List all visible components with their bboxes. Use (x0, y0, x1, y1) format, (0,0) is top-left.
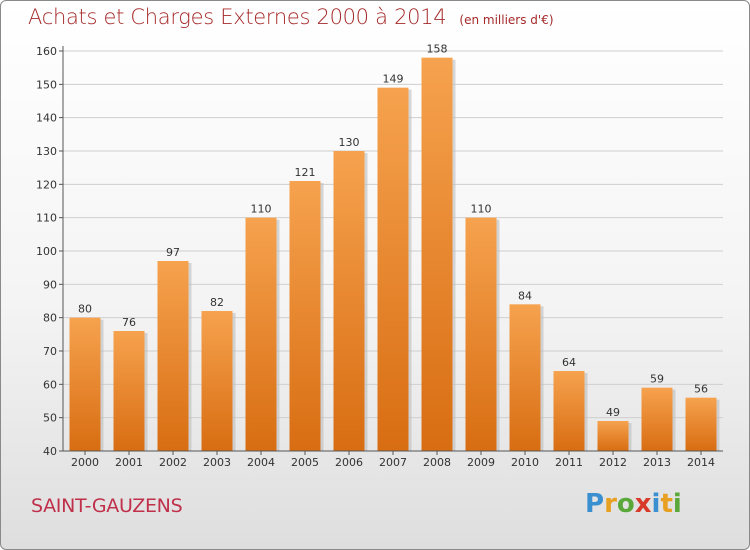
data-label: 110 (251, 203, 272, 216)
commune-name: SAINT-GAUZENS (31, 495, 183, 517)
x-tick-label: 2005 (291, 456, 319, 469)
x-tick-label: 2000 (71, 456, 99, 469)
data-label: 84 (518, 289, 532, 302)
bar (245, 217, 277, 451)
x-tick-label: 2013 (643, 456, 671, 469)
x-tick-label: 2002 (159, 456, 187, 469)
bar (465, 217, 497, 451)
data-label: 130 (339, 136, 360, 149)
logo-letter: i (651, 489, 661, 519)
y-tick-label: 160 (36, 45, 57, 58)
data-label: 97 (166, 246, 180, 259)
bars-layer (69, 57, 720, 452)
x-tick-label: 2006 (335, 456, 363, 469)
chart-title: Achats et Charges Externes 2000 à 2014 (28, 5, 447, 29)
y-tick-label: 90 (43, 278, 57, 291)
bar (289, 181, 321, 451)
data-label: 110 (471, 203, 492, 216)
x-tick-label: 2003 (203, 456, 231, 469)
logo-letter: t (660, 489, 673, 519)
logo-letter: P (585, 489, 605, 519)
bar (113, 331, 145, 451)
bar (509, 304, 541, 451)
bar (69, 317, 101, 451)
data-label: 80 (78, 303, 92, 316)
data-label: 64 (562, 356, 576, 369)
y-tick-label: 130 (36, 145, 57, 158)
y-tick-label: 80 (43, 312, 57, 325)
data-label: 149 (383, 73, 404, 86)
y-tick-label: 100 (36, 245, 57, 258)
bar (597, 421, 629, 451)
proxiti-logo[interactable]: Proxiti (585, 489, 682, 519)
logo-letter: o (616, 489, 635, 519)
logo-letter: i (672, 489, 682, 519)
data-label: 56 (694, 383, 708, 396)
bar (377, 87, 409, 452)
data-label: 82 (210, 296, 224, 309)
x-tick-label: 2010 (511, 456, 539, 469)
x-tick-label: 2004 (247, 456, 275, 469)
bar (333, 151, 365, 451)
x-tick-label: 2007 (379, 456, 407, 469)
y-tick-label: 140 (36, 112, 57, 125)
y-tick-label: 110 (36, 212, 57, 225)
x-tick-label: 2008 (423, 456, 451, 469)
bar (201, 311, 233, 451)
data-label: 76 (122, 316, 136, 329)
data-label: 158 (427, 43, 448, 56)
labels-layer: 80 76 97 82 110 121 130 149 158 110 84 64 49 59 56 (78, 43, 708, 419)
bar (685, 397, 717, 451)
chart-subtitle: (en milliers d'€) (459, 13, 554, 27)
x-tick-label: 2012 (599, 456, 627, 469)
data-label: 121 (295, 166, 316, 179)
y-tick-label: 40 (43, 445, 57, 458)
bar (157, 261, 189, 451)
bar (421, 57, 453, 452)
x-tick-label: 2014 (687, 456, 715, 469)
y-tick-label: 150 (36, 78, 57, 91)
y-tick-label: 70 (43, 345, 57, 358)
logo-letter: r (604, 489, 617, 519)
y-tick-label: 50 (43, 412, 57, 425)
x-tick-label: 2011 (555, 456, 583, 469)
chart-header: Achats et Charges Externes 2000 à 2014 (… (28, 5, 554, 29)
x-tick-label: 2009 (467, 456, 495, 469)
y-tick-label: 120 (36, 178, 57, 191)
data-label: 49 (606, 406, 620, 419)
x-tick-label: 2001 (115, 456, 143, 469)
logo-letter: x (634, 489, 652, 519)
bar (553, 371, 585, 451)
axis-layer: 40 50 60 70 80 90 100 110 120 130 140 150 160 2000 200… (36, 45, 723, 469)
y-tick-label: 60 (43, 378, 57, 391)
data-label: 59 (650, 373, 664, 386)
bar (641, 387, 673, 451)
